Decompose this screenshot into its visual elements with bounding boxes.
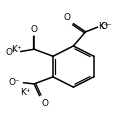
Text: O: O xyxy=(31,25,38,34)
Text: K⁺: K⁺ xyxy=(98,22,108,31)
Text: K⁺: K⁺ xyxy=(20,88,31,97)
Text: K⁺: K⁺ xyxy=(11,45,21,54)
Text: O⁻: O⁻ xyxy=(5,48,17,57)
Text: O: O xyxy=(63,13,70,22)
Text: O⁻: O⁻ xyxy=(101,22,112,31)
Text: O⁻: O⁻ xyxy=(9,78,21,87)
Text: O: O xyxy=(41,99,48,108)
